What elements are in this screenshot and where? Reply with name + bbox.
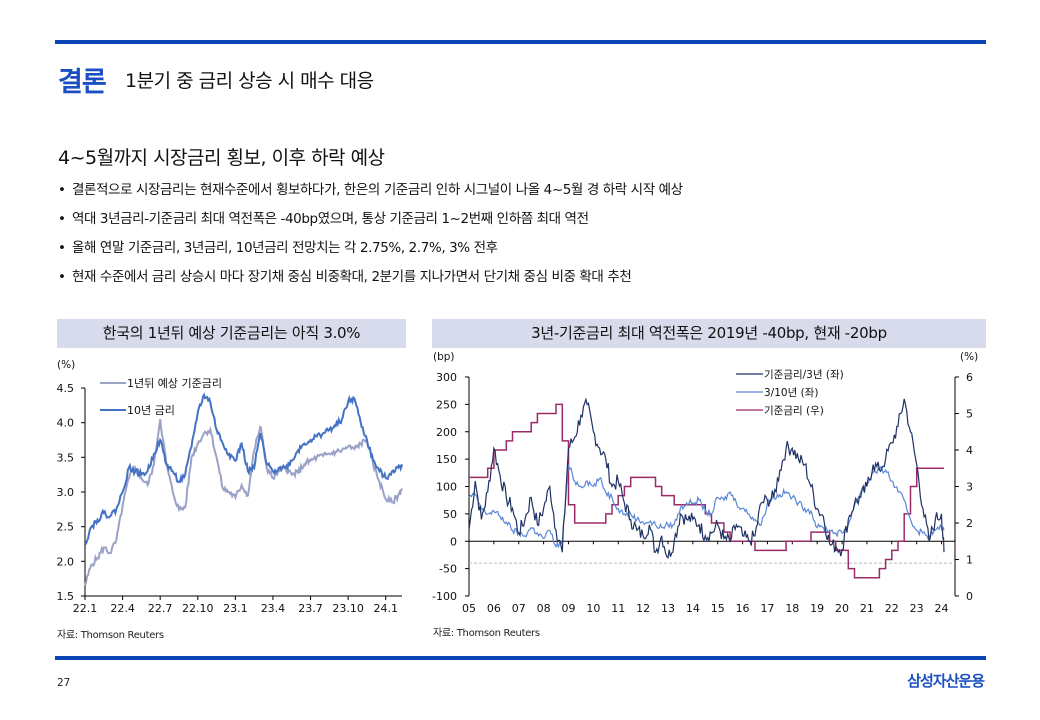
bullet-marker: • [58,211,66,227]
right-chart-right-unit: (%) [960,351,978,363]
right-chart-left-tick-label: -100 [432,590,457,603]
brand-logo: 삼성자산운용 [907,672,985,690]
page-number: 27 [57,676,71,689]
bullet-item: • 올해 연말 기준금리, 3년금리, 10년금리 전망치는 각 2.75%, 2… [58,238,683,267]
left-chart-x-tick-label: 22.4 [110,602,135,615]
bullet-text: 올해 연말 기준금리, 3년금리, 10년금리 전망치는 각 2.75%, 2.… [72,240,498,256]
bullet-marker: • [58,269,66,285]
right-chart-x-tick-label: 20 [835,602,849,615]
right-chart-x-tick-label: 09 [561,602,575,615]
left-chart-source: 자료: Thomson Reuters [57,630,164,641]
right-chart-x-tick-label: 23 [910,602,924,615]
right-chart-title: 3년-기준금리 최대 역전폭은 2019년 -40bp, 현재 -20bp [432,319,986,348]
page-subtitle: 4~5월까지 시장금리 횡보, 이후 하락 예상 [58,147,385,169]
right-chart-right-tick-label: 3 [966,481,973,494]
right-chart-x-tick-label: 12 [636,602,650,615]
right-chart-x-tick-label: 06 [487,602,501,615]
right-chart-x-tick-label: 19 [810,602,824,615]
left-chart-x-tick-label: 23.10 [332,602,364,615]
bullet-list: • 결론적으로 시장금리는 현재수준에서 횡보하다가, 한은의 기준금리 인하 시… [58,180,683,296]
left-chart-x-tick-label: 22.1 [73,602,98,615]
left-chart-series-line [84,392,403,545]
right-chart-right-tick-label: 0 [966,590,973,603]
right-chart-left-tick-label: 50 [443,508,457,521]
section-label: 결론 [58,67,107,98]
left-chart-y-unit: (%) [57,359,75,371]
right-chart-x-tick-label: 08 [537,602,551,615]
right-chart-series-line [469,403,944,579]
right-chart-left-tick-label: -50 [439,563,457,576]
right-chart-legend-label: 기준금리/3년 (좌) [764,369,844,381]
right-chart-x-tick-label: 24 [935,602,949,615]
right-chart-left-tick-label: 200 [436,426,457,439]
bullet-text: 역대 3년금리-기준금리 최대 역전폭은 -40bp였으며, 통상 기준금리 1… [72,211,589,227]
bullet-text: 현재 수준에서 금리 상승시 마다 장기채 중심 비중확대, 2분기를 지나가면… [72,269,632,285]
right-chart-left-tick-label: 100 [436,481,457,494]
left-chart-y-tick-label: 1.5 [57,590,75,603]
right-chart-x-tick-label: 07 [512,602,526,615]
left-chart-legend-label: 1년뒤 예상 기준금리 [127,377,222,390]
right-chart-series-line [468,397,945,559]
left-chart-legend-label: 10년 금리 [127,404,175,417]
left-chart-x-tick-label: 22.10 [182,602,214,615]
right-chart-source: 자료: Thomson Reuters [433,628,540,639]
right-chart-x-tick-label: 22 [885,602,899,615]
left-chart-y-tick-label: 2.5 [57,521,75,534]
bullet-item: • 결론적으로 시장금리는 현재수준에서 횡보하다가, 한은의 기준금리 인하 시… [58,180,683,209]
left-chart-x-tick-label: 23.7 [298,602,323,615]
right-chart-x-tick-label: 15 [711,602,725,615]
right-chart-series-line [468,464,945,549]
right-chart-left-tick-label: 300 [436,371,457,384]
left-chart-x-tick-label: 23.4 [261,602,286,615]
right-chart-right-tick-label: 6 [966,371,973,384]
right-chart-left-unit: (bp) [433,351,455,363]
right-chart-x-tick-label: 11 [611,602,625,615]
bullet-marker: • [58,240,66,256]
left-chart-x-tick-label: 24.1 [373,602,398,615]
right-chart-legend-label: 기준금리 (우) [764,405,824,417]
right-chart-right-tick-label: 1 [966,554,973,567]
left-chart-x-tick-label: 23.1 [223,602,248,615]
left-chart-y-tick-label: 4.5 [57,382,75,395]
right-chart-x-tick-label: 17 [760,602,774,615]
right-chart-left-tick-label: 150 [436,453,457,466]
top-rule [55,40,986,44]
right-chart-right-tick-label: 2 [966,517,973,530]
right-chart-right-tick-label: 5 [966,408,973,421]
left-chart-title: 한국의 1년뒤 예상 기준금리는 아직 3.0% [57,319,406,348]
left-chart-y-tick-label: 4.0 [57,417,75,430]
right-chart-x-tick-label: 05 [462,602,476,615]
left-chart-x-tick-label: 22.7 [148,602,173,615]
right-chart-x-tick-label: 18 [785,602,799,615]
right-chart-x-tick-label: 10 [586,602,600,615]
right-chart-left-tick-label: 250 [436,398,457,411]
right-chart-right-tick-label: 4 [966,444,973,457]
bullet-item: • 현재 수준에서 금리 상승시 마다 장기채 중심 비중확대, 2분기를 지나가… [58,267,683,296]
right-chart-x-tick-label: 13 [661,602,675,615]
right-chart-legend-label: 3/10년 (좌) [764,387,818,399]
right-chart-x-tick-label: 21 [860,602,874,615]
bullet-text: 결론적으로 시장금리는 현재수준에서 횡보하다가, 한은의 기준금리 인하 시그… [72,182,683,198]
right-chart-x-tick-label: 16 [736,602,750,615]
page-headline: 1분기 중 금리 상승 시 매수 대응 [125,70,374,92]
left-chart-y-tick-label: 2.0 [57,555,75,568]
left-chart-y-tick-label: 3.0 [57,486,75,499]
bullet-item: • 역대 3년금리-기준금리 최대 역전폭은 -40bp였으며, 통상 기준금리 … [58,209,683,238]
bullet-marker: • [58,182,66,198]
left-chart-y-tick-label: 3.5 [57,451,75,464]
right-chart-x-tick-label: 14 [686,602,700,615]
bottom-rule [55,656,986,660]
right-chart-left-tick-label: 0 [450,535,457,548]
left-chart-series-line [84,419,403,586]
